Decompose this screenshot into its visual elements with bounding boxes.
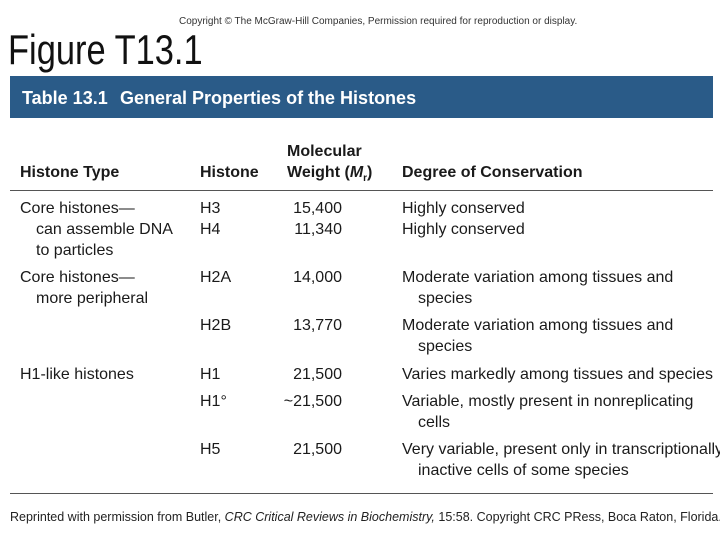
molecular-weight: 15,400 bbox=[293, 200, 342, 217]
molecular-weight: 14,000 bbox=[293, 269, 342, 286]
footer-suffix: 15:58. Copyright CRC PRess, Boca Raton, … bbox=[434, 510, 720, 524]
table-label: Table 13.1 bbox=[22, 88, 108, 108]
header-weight-prefix: Weight ( bbox=[287, 164, 350, 181]
histone: H3 bbox=[200, 200, 221, 217]
conservation: Very variable, present only in transcrip… bbox=[402, 441, 720, 458]
histone-type: Core histones— bbox=[20, 269, 135, 286]
conservation: Varies markedly among tissues and specie… bbox=[402, 366, 713, 383]
bottom-rule bbox=[10, 493, 713, 494]
histone-type: to particles bbox=[36, 242, 114, 259]
header-weight-2: Weight (Mr) bbox=[287, 164, 372, 184]
header-weight-1: Molecular bbox=[287, 143, 362, 160]
conservation: Highly conserved bbox=[402, 221, 525, 238]
header-type: Histone Type bbox=[20, 164, 120, 181]
conservation: Variable, mostly present in nonreplicati… bbox=[402, 393, 694, 410]
conservation: species bbox=[418, 290, 473, 307]
molecular-weight: 11,340 bbox=[294, 221, 342, 238]
figure-title: Figure T13.1 bbox=[8, 26, 203, 73]
conservation: Moderate variation among tissues and bbox=[402, 269, 674, 286]
conservation: Highly conserved bbox=[402, 200, 525, 217]
histone: H5 bbox=[200, 441, 221, 458]
histone: H4 bbox=[200, 221, 221, 238]
conservation: inactive cells of some species bbox=[418, 462, 629, 479]
header-conservation: Degree of Conservation bbox=[402, 164, 583, 181]
molecular-weight: 13,770 bbox=[293, 317, 342, 334]
molecular-weight: ~21,500 bbox=[283, 393, 342, 410]
header-weight-suffix: ) bbox=[367, 164, 373, 181]
header-weight-sub: r bbox=[363, 173, 368, 185]
histone: H1° bbox=[200, 393, 227, 410]
histone: H1 bbox=[200, 366, 221, 383]
copyright: Copyright © The McGraw-Hill Companies, P… bbox=[179, 16, 578, 27]
molecular-weight: 21,500 bbox=[293, 366, 342, 383]
caption-bar bbox=[10, 76, 713, 118]
histone: H2A bbox=[200, 269, 232, 286]
histone: H2B bbox=[200, 317, 232, 334]
molecular-weight: 21,500 bbox=[293, 441, 342, 458]
header-histone: Histone bbox=[200, 164, 259, 181]
table-title: General Properties of the Histones bbox=[120, 88, 417, 108]
header-weight-symbol: M bbox=[349, 164, 364, 181]
histone-type: Core histones— bbox=[20, 200, 135, 217]
conservation: Moderate variation among tissues and bbox=[402, 317, 674, 334]
conservation: species bbox=[418, 338, 473, 355]
footer: Reprinted with permission from Butler, C… bbox=[10, 510, 720, 524]
histone-type: more peripheral bbox=[36, 290, 149, 307]
footer-journal: CRC Critical Reviews in Biochemistry, bbox=[224, 510, 435, 524]
histone-type: H1-like histones bbox=[20, 366, 134, 383]
header-rule bbox=[10, 190, 713, 191]
conservation: cells bbox=[418, 414, 451, 431]
histone-type: can assemble DNA bbox=[36, 221, 173, 238]
footer-prefix: Reprinted with permission from Butler, bbox=[10, 510, 225, 524]
